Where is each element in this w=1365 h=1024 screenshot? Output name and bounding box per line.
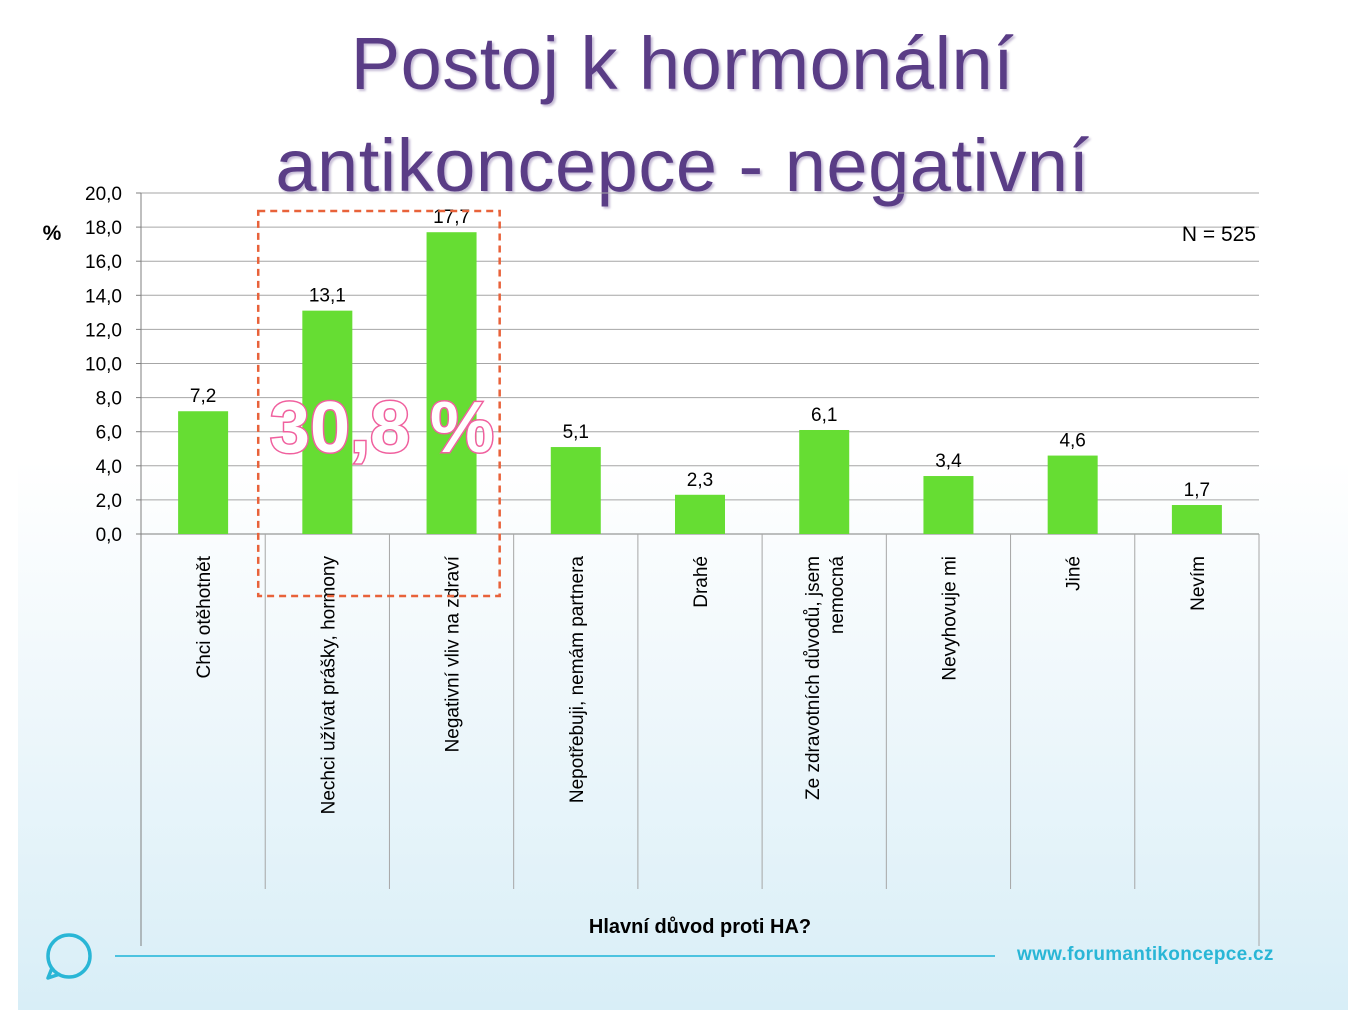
bar	[923, 476, 974, 534]
y-tick-label: 10,0	[85, 355, 122, 376]
category-label: Nepotřebuji, nemám partnera	[567, 556, 588, 804]
y-tick-label: 2,0	[96, 491, 122, 512]
bar-value-label: 4,6	[1059, 431, 1085, 452]
bar-value-label: 6,1	[811, 405, 837, 426]
y-tick-label: 0,0	[96, 525, 122, 546]
y-tick-label: 20,0	[85, 184, 122, 205]
bar	[302, 310, 353, 534]
y-tick-label: 6,0	[96, 423, 122, 444]
title-line-2: antikoncepce - negativní	[275, 124, 1090, 207]
bar-value-label: 2,3	[687, 470, 713, 491]
bar-value-label: 13,1	[309, 286, 346, 307]
footer-divider	[115, 955, 995, 957]
sample-size-label: N = 525	[1182, 223, 1256, 246]
category-label: Nevyhovuje mi	[939, 556, 960, 681]
y-tick-label: 8,0	[96, 389, 122, 410]
category-label: Ze zdravotních důvodů, jsem	[803, 556, 824, 800]
y-tick-label: 12,0	[85, 320, 122, 341]
highlight-box	[256, 209, 501, 598]
y-tick-label: 14,0	[85, 286, 122, 307]
bar	[799, 429, 850, 534]
bar-value-label: 3,4	[935, 451, 962, 472]
bar	[1171, 505, 1222, 534]
y-tick-label: 18,0	[85, 218, 122, 239]
category-label: Negativní vliv na zdraví	[443, 555, 464, 752]
y-axis-label: %	[43, 222, 62, 245]
bar	[675, 494, 725, 534]
footer-url: www.forumantikoncepce.cz	[1017, 944, 1274, 965]
category-label: Chci otěhotnět	[194, 555, 215, 678]
y-tick-label: 16,0	[85, 252, 122, 273]
category-label: Drahé	[691, 556, 712, 608]
highlight-total-label: 30,8 %	[270, 388, 494, 468]
category-label: nemocná	[827, 556, 848, 635]
category-label: Nechci užívat prášky, hormony	[318, 556, 339, 815]
bar	[550, 447, 601, 534]
x-axis-title: Hlavní důvod proti HA?	[589, 916, 811, 938]
title-line-1: Postoj k hormonální	[350, 22, 1015, 105]
bar-value-label: 5,1	[563, 422, 589, 443]
bar	[426, 232, 477, 534]
bar	[1047, 455, 1098, 534]
bar-value-label: 1,7	[1184, 480, 1210, 501]
category-label: Jiné	[1064, 556, 1085, 591]
bar	[178, 411, 229, 534]
category-label: Nevím	[1188, 556, 1209, 611]
y-tick-label: 4,0	[96, 457, 122, 478]
speech-bubble-icon	[46, 933, 92, 980]
bar-value-label: 7,2	[190, 386, 216, 407]
bar-value-label: 17,7	[433, 207, 470, 228]
